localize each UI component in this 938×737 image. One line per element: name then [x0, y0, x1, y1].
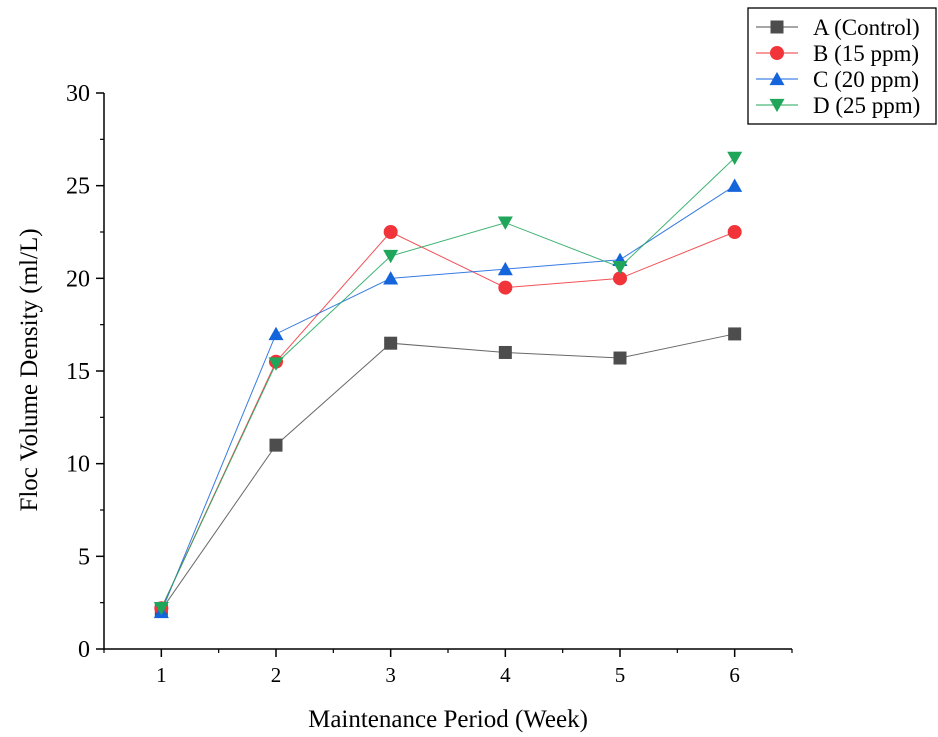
data-point-a [728, 327, 742, 341]
axes: 0 5 10 15 20 25 30 1 2 3 4 5 6 [66, 81, 793, 687]
legend: A (Control)B (15 ppm)C (20 ppm)D (25 ppm… [747, 7, 937, 125]
series-line-c [160, 185, 735, 613]
legend-marker [770, 46, 784, 60]
data-point-d [383, 249, 399, 264]
x-axis-label: Maintenance Period (Week) [308, 706, 588, 733]
y-tick-label: 30 [66, 81, 90, 107]
legend-label: C (20 ppm) [813, 67, 919, 92]
legend-marker [769, 98, 785, 113]
x-tick-label: 3 [385, 663, 396, 687]
data-point-a [498, 345, 512, 359]
y-tick-label: 25 [66, 174, 90, 200]
data-point-b [383, 225, 398, 239]
series-line-a [160, 333, 735, 611]
legend-label: A (Control) [813, 15, 920, 40]
legend-label: D (25 ppm) [813, 93, 920, 118]
series-line-b [160, 231, 735, 609]
x-tick-label: 1 [156, 663, 167, 687]
data-point-d [497, 216, 513, 230]
x-tick-label: 5 [615, 663, 626, 687]
data-point-b [727, 225, 742, 239]
data-point-c [383, 271, 399, 285]
x-tick-label: 2 [271, 663, 282, 687]
data-point-b [613, 271, 627, 286]
data-point-b [498, 280, 513, 295]
legend-marker [769, 71, 785, 86]
y-tick-label: 5 [78, 544, 90, 570]
data-point-d [153, 602, 169, 616]
x-tick-label: 4 [500, 663, 511, 687]
series-lines [160, 157, 736, 613]
data-point-a [613, 351, 627, 365]
data-point-a [269, 438, 283, 452]
series-markers [153, 151, 743, 619]
legend-marker [770, 20, 784, 34]
data-point-d [727, 151, 743, 166]
legend-label: B (15 ppm) [813, 41, 919, 66]
data-point-c [268, 326, 284, 341]
data-point-c [727, 178, 743, 192]
y-tick-label: 20 [66, 266, 90, 292]
data-point-a [384, 336, 398, 350]
data-point-d [268, 357, 284, 371]
series-line-d [160, 157, 736, 609]
y-tick-label: 15 [66, 359, 90, 385]
data-point-c [497, 261, 513, 276]
x-tick-label: 6 [729, 663, 740, 687]
y-tick-label: 10 [66, 452, 90, 478]
data-point-d [612, 261, 628, 275]
y-tick-label: 0 [78, 637, 90, 663]
y-axis-label: Floc Volume Density (ml/L) [16, 228, 43, 511]
